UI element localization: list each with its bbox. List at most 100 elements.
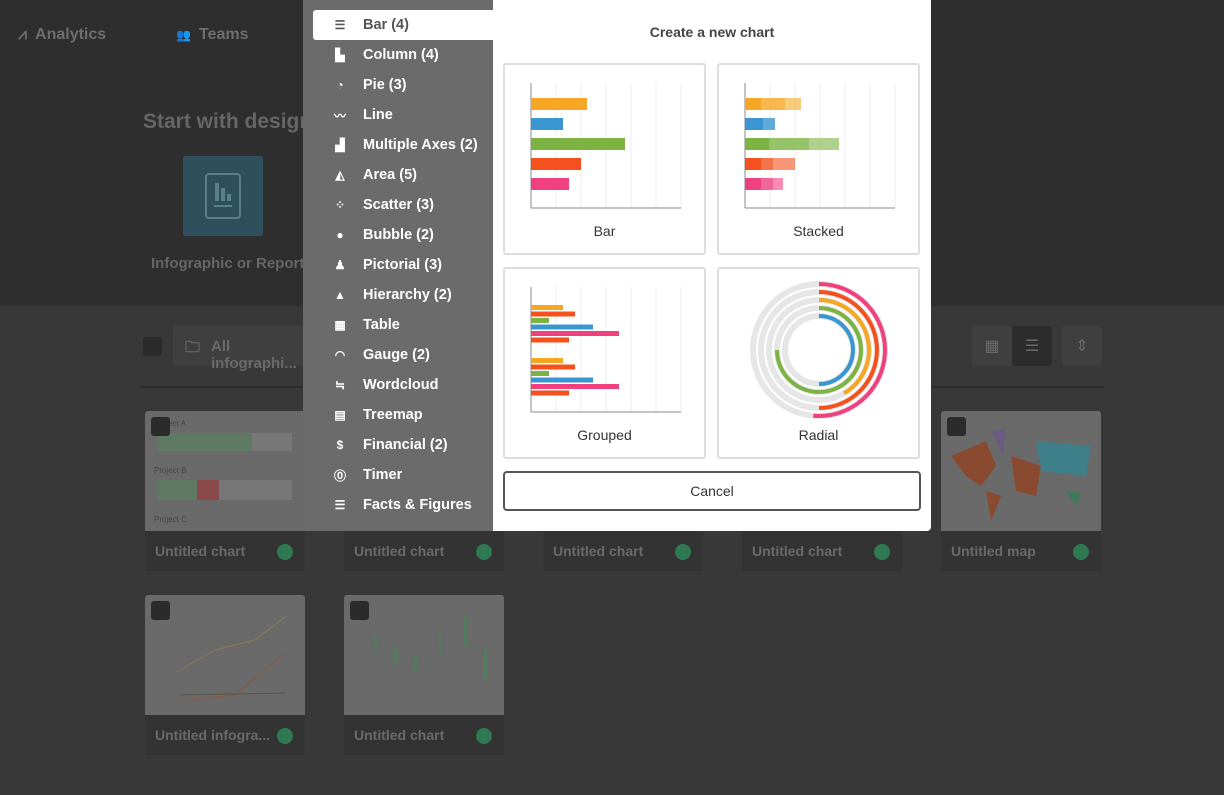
globe-icon[interactable] [277,728,293,744]
bar-segment [809,138,839,150]
bar [531,384,619,389]
cancel-button[interactable]: Cancel [503,471,921,511]
bar-segment [785,98,801,110]
financial-icon: $ [336,438,344,452]
nav-analytics[interactable]: ⩘ Analytics [18,26,106,44]
menu-item[interactable]: ▟ Multiple Axes (2) [313,130,493,160]
area-icon: ◭ [335,168,345,182]
option-label: Radial [798,427,839,443]
radial-arc [818,290,879,410]
menu-item[interactable]: 〰 Line [313,100,493,130]
infographic-tile[interactable] [183,156,263,236]
option-label: Bar [593,223,616,239]
stacked-preview [744,83,896,209]
chart-option-stacked[interactable]: Stacked [717,63,920,255]
bar [531,318,549,323]
menu-item-label: Pictorial (3) [363,257,442,273]
menu-item[interactable]: ⓪ Timer [313,460,493,490]
menu-item[interactable]: ⁘ Scatter (3) [313,190,493,220]
thumb-text: Project C [154,515,187,524]
menu-item-label: Pie (3) [363,77,407,93]
chart-card[interactable]: Project A Project B Project C Untitled char… [145,411,305,571]
bar [531,118,563,130]
pie-icon: ◔ [336,78,344,92]
bar [531,158,581,170]
card-checkbox[interactable] [151,601,170,620]
menu-item-label: Financial (2) [363,437,448,453]
bar [531,324,593,330]
card-thumbnail [941,411,1101,531]
treemap-icon: ▤ [334,408,346,422]
list-view-button[interactable]: ☰ [1012,326,1052,366]
gauge-icon: ◠ [334,348,346,362]
bar-segment [761,98,785,110]
bar-segment [745,98,761,110]
card-checkbox[interactable] [947,417,966,436]
menu-item-label: Column (4) [363,47,439,63]
report-icon [205,173,241,219]
nav-teams[interactable]: 👥 Teams [176,26,248,44]
grid-view-button[interactable]: ▦ [972,326,1012,366]
bar-segment [745,178,761,190]
infographic-label: Infographic or Report [151,255,305,272]
globe-icon[interactable] [874,544,890,560]
menu-item-label: Bubble (2) [363,227,434,243]
globe-icon[interactable] [277,544,293,560]
menu-item[interactable]: ▲ Hierarchy (2) [313,280,493,310]
menu-item[interactable]: $ Financial (2) [313,430,493,460]
globe-icon[interactable] [675,544,691,560]
bar-segment [773,158,795,170]
infographic-card[interactable]: Untitled infogra... [145,595,305,755]
globe-icon[interactable] [476,728,492,744]
map-card[interactable]: Untitled map [941,411,1101,571]
radial-arc [813,282,887,418]
bar [531,98,587,110]
menu-item-label: Scatter (3) [363,197,434,213]
bar-segment [745,138,769,150]
menu-item-label: Treemap [363,407,423,423]
design-title: Start with design: [143,110,320,133]
menu-item[interactable]: ◔ Pie (3) [313,70,493,100]
menu-item[interactable]: ☰ Bar (4) [313,10,493,40]
nav-teams-label: Teams [198,26,249,43]
globe-icon[interactable] [476,544,492,560]
menu-item[interactable]: ▦ Table [313,310,493,340]
facts-icon: ☰ [334,498,346,512]
column-icon: ▙ [335,48,345,62]
menu-item[interactable]: ♟ Pictorial (3) [313,250,493,280]
menu-item[interactable]: ▤ Treemap [313,400,493,430]
folder-filter-label: All infographi... [211,338,297,372]
menu-item-label: Table [363,317,400,333]
menu-item-label: Wordcloud [363,377,439,393]
menu-item-label: Hierarchy (2) [363,287,452,303]
menu-item[interactable]: ◠ Gauge (2) [313,340,493,370]
globe-icon[interactable] [1073,544,1089,560]
bar [531,138,625,150]
bar [531,371,549,376]
bar [531,377,593,383]
card-title: Untitled chart [155,543,246,559]
chart-option-radial[interactable]: Radial [717,267,920,459]
folder-filter[interactable]: 🗀 All infographi... [173,326,313,372]
chart-option-grouped[interactable]: Grouped [503,267,706,459]
menu-item[interactable]: ≒ Wordcloud [313,370,493,400]
radial-arc [775,306,863,394]
bar [531,178,569,190]
select-all-checkbox[interactable] [143,337,162,356]
menu-item[interactable]: ● Bubble (2) [313,220,493,250]
modal-title: Create a new chart [649,24,775,40]
chart-option-bar[interactable]: Bar [503,63,706,255]
sort-button[interactable]: ⇕ [1062,326,1102,366]
option-label: Grouped [577,427,632,443]
menu-item[interactable]: ▙ Column (4) [313,40,493,70]
menu-item[interactable]: ◭ Area (5) [313,160,493,190]
menu-item[interactable]: ☰ Facts & Figures [313,490,493,520]
chart-card[interactable]: Untitled chart [344,595,504,755]
card-checkbox[interactable] [151,417,170,436]
teams-icon: 👥 [176,28,191,42]
list-icon: ☰ [1024,338,1040,355]
radial-arc [818,298,871,396]
timer-icon: ⓪ [333,468,346,483]
radial-preview [750,281,888,419]
card-checkbox[interactable] [350,601,369,620]
